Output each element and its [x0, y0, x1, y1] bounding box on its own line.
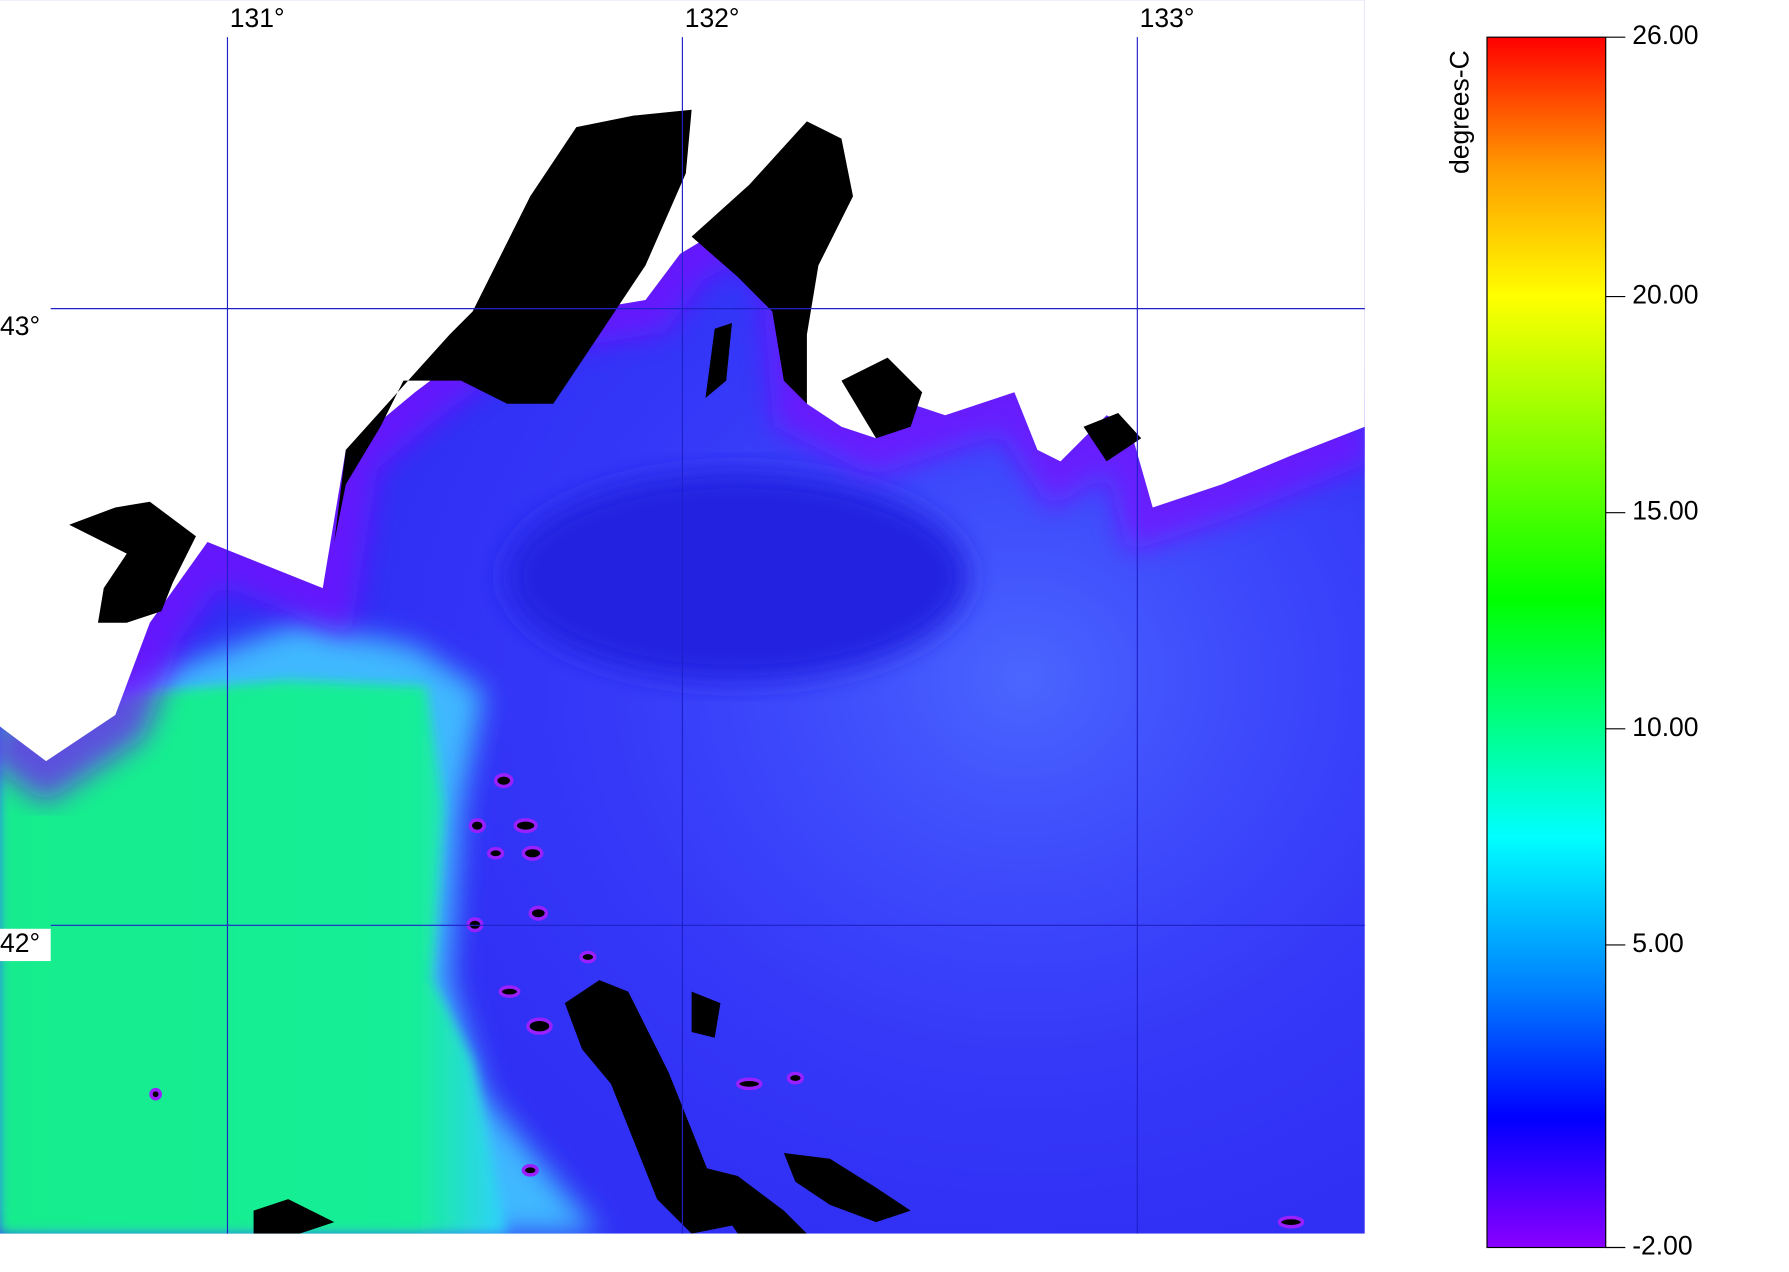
latitude-label: 42°: [0, 928, 40, 958]
colorbar-ticks: 26.00 20.00 15.00 10.00 5.00 -2.00: [1605, 20, 1699, 1261]
latitude-label: 43°: [0, 311, 40, 341]
colorbar-tick-label: 10.00: [1632, 712, 1698, 742]
colorbar-tick-label: 26.00: [1632, 20, 1698, 50]
cloud-spots: [149, 773, 1305, 1229]
colorbar-tick-label: 5.00: [1632, 928, 1684, 958]
colorbar-label: degrees-C: [1445, 50, 1475, 174]
graticule-labels: 131° 132° 133° 43° 42°: [0, 3, 1195, 962]
colorbar-tick-label: -2.00: [1632, 1231, 1692, 1261]
longitude-label: 131°: [230, 3, 285, 33]
graticule: [50, 37, 1365, 1234]
colorbar-tick-label: 20.00: [1632, 280, 1698, 310]
colorbar-tick-label: 15.00: [1632, 496, 1698, 526]
warm-water: [0, 680, 508, 1234]
colorbar: [1486, 36, 1607, 1249]
longitude-label: 133°: [1140, 3, 1195, 33]
longitude-label: 132°: [685, 3, 740, 33]
land: [0, 0, 1365, 762]
cold-core: [507, 472, 969, 681]
label-background: [0, 928, 51, 962]
cloud-mask: [69, 109, 1142, 1234]
label-background: [0, 312, 51, 345]
